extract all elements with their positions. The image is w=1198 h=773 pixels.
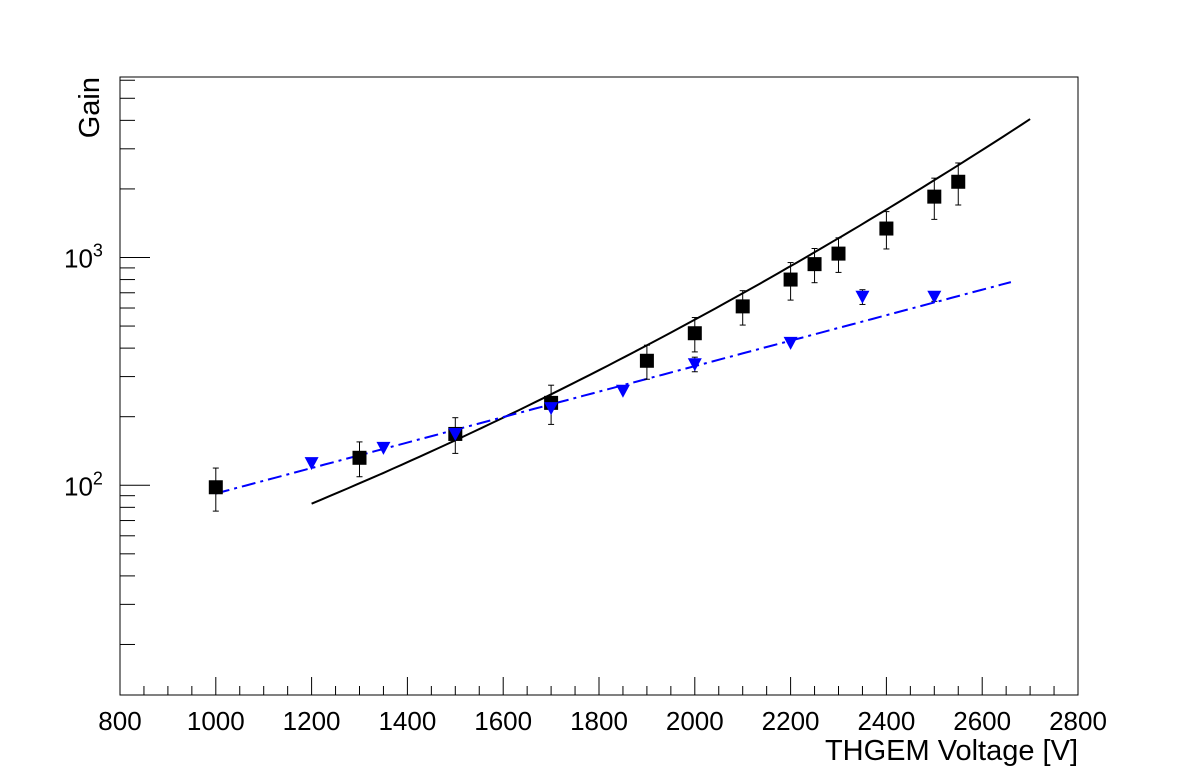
x-tick-label: 2800 — [1049, 706, 1107, 736]
square-marker — [783, 272, 798, 287]
y-tick-label: 103 — [64, 240, 103, 273]
triangle-marker — [855, 290, 870, 304]
x-tick-label: 1600 — [474, 706, 532, 736]
triangle-marker — [615, 384, 630, 398]
square-marker — [687, 326, 702, 341]
triangle-marker — [687, 358, 702, 372]
data-markers — [208, 174, 966, 495]
square-marker — [352, 450, 367, 465]
triangle-marker — [783, 336, 798, 350]
x-tick-label: 2200 — [762, 706, 820, 736]
triangle-marker — [304, 457, 319, 471]
x-tick-label: 800 — [98, 706, 141, 736]
axis-ticks — [119, 79, 1079, 695]
fit-line-black — [311, 118, 1031, 505]
x-tick-label: 1200 — [283, 706, 341, 736]
y-tick-labels: 102 103 — [64, 240, 103, 501]
square-marker — [735, 299, 750, 314]
square-marker — [951, 174, 966, 189]
triangle-marker — [927, 290, 942, 304]
x-tick-label: 2400 — [857, 706, 915, 736]
fit-line-blue — [215, 281, 1012, 495]
triangle-marker — [544, 402, 559, 416]
square-marker — [879, 221, 894, 236]
square-marker — [807, 257, 822, 272]
x-tick-label: 2000 — [666, 706, 724, 736]
x-axis-title: THGEM Voltage [V] — [825, 735, 1078, 767]
x-tick-label: 1000 — [187, 706, 245, 736]
triangle-marker — [376, 441, 391, 455]
square-marker — [639, 353, 654, 368]
x-tick-label: 1400 — [378, 706, 436, 736]
plot-frame — [119, 76, 1079, 696]
square-marker — [208, 480, 223, 495]
square-marker — [927, 189, 942, 204]
square-marker — [831, 246, 846, 261]
triangle-marker — [448, 427, 463, 441]
x-tick-label: 2600 — [953, 706, 1011, 736]
x-tick-label: 1800 — [570, 706, 628, 736]
x-tick-labels: 800 1000 1200 1400 1600 1800 2000 2200 2400 2600 2… — [98, 706, 1107, 736]
y-axis-title: Gain — [74, 77, 106, 138]
y-tick-label: 102 — [64, 468, 103, 501]
fit-curves — [215, 118, 1031, 505]
error-bars — [212, 162, 962, 512]
